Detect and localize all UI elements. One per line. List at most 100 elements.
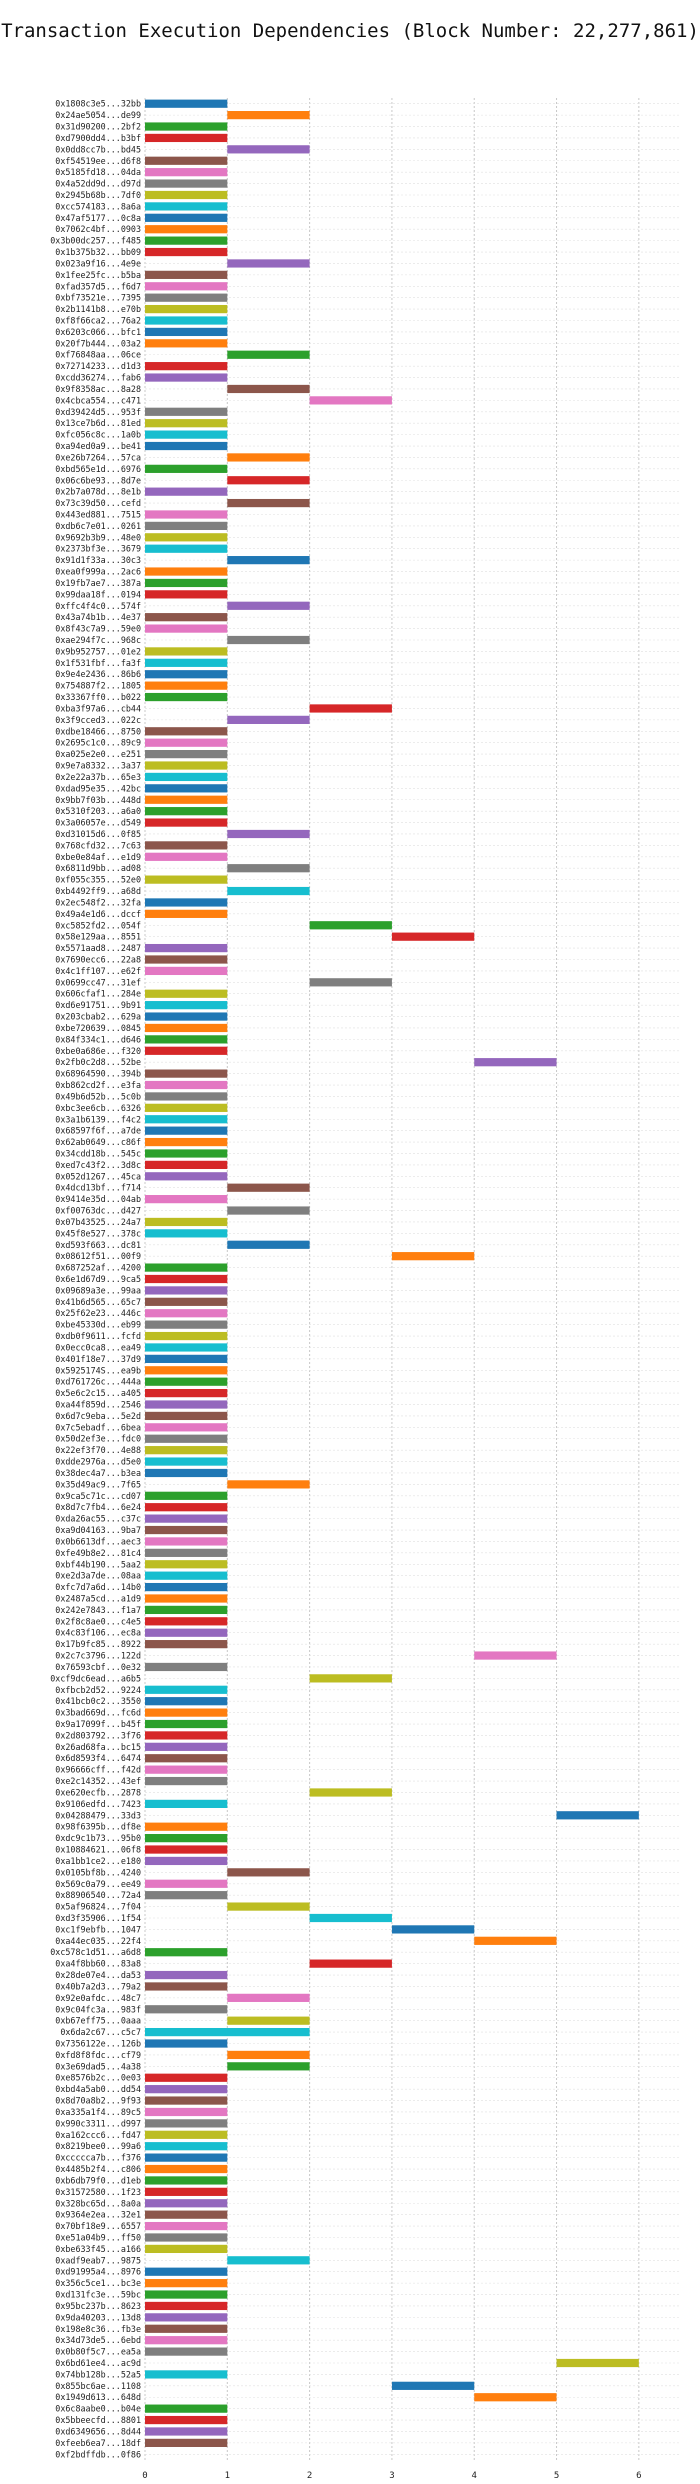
transaction-label: 0x2b1141b8...e70b xyxy=(55,304,141,314)
transaction-bar xyxy=(145,1434,228,1443)
transaction-bar xyxy=(145,1149,228,1158)
transaction-bar xyxy=(145,1320,228,1329)
transaction-label: 0x1f531fbf...fa3f xyxy=(55,658,141,668)
transaction-label: 0x990c3311...d997 xyxy=(55,2118,141,2128)
transaction-bar xyxy=(145,2290,228,2299)
transaction-bar xyxy=(145,2244,228,2254)
transaction-label: 0x06c6be93...8d7e xyxy=(55,475,141,485)
transaction-bar xyxy=(145,1582,228,1592)
transaction-bar xyxy=(145,1137,228,1147)
transaction-bar xyxy=(145,624,228,633)
transaction-label: 0xa1bb1ce2...e180 xyxy=(55,1856,141,1866)
transaction-label: 0x2fb0c2d8...52be xyxy=(55,1057,141,1067)
transaction-bar xyxy=(391,932,475,941)
transaction-label: 0x4485b2f4...c806 xyxy=(55,2164,141,2174)
transaction-bar xyxy=(145,1845,228,1854)
transaction-label: 0xffc4f4c0...574f xyxy=(55,601,141,611)
transaction-label: 0x74bb128b...52a5 xyxy=(55,2369,141,2379)
transaction-bar xyxy=(145,1343,228,1352)
transaction-bar xyxy=(145,692,228,702)
transaction-bar xyxy=(145,1776,228,1786)
transaction-bar xyxy=(145,1617,228,1626)
transaction-bar xyxy=(227,886,310,896)
transaction-label: 0x22ef3f70...4e88 xyxy=(55,1445,141,1455)
transaction-label: 0x0105bf8b...4240 xyxy=(55,1867,141,1877)
transaction-bar xyxy=(145,2279,228,2288)
transaction-label: 0xf76848aa...06ce xyxy=(55,350,141,360)
transaction-bar xyxy=(227,635,310,645)
transaction-label: 0x34cdd18b...545c xyxy=(55,1148,141,1158)
transaction-bar xyxy=(145,658,228,667)
transaction-bar xyxy=(145,1366,228,1375)
transaction-label: 0xa335a1f4...89c5 xyxy=(55,2107,141,2117)
transaction-label: 0xbf73521e...7395 xyxy=(55,293,141,303)
transaction-bar xyxy=(227,1206,310,1215)
transaction-label: 0x2ec548f2...32fa xyxy=(55,897,141,907)
transaction-bar xyxy=(145,2221,228,2231)
transaction-bar xyxy=(145,795,228,804)
transaction-bar xyxy=(391,2381,475,2390)
transaction-bar xyxy=(145,1879,228,1888)
transaction-bar xyxy=(145,647,228,656)
transaction-bar xyxy=(145,2267,228,2276)
transaction-bar xyxy=(227,601,310,610)
transaction-label: 0x0b6613df...aec3 xyxy=(55,1536,141,1546)
transaction-label: 0xdb6c7e01...0261 xyxy=(55,521,141,531)
transaction-bar xyxy=(145,1605,228,1615)
transaction-label: 0xbe0e84af...e1d9 xyxy=(55,852,141,862)
transaction-bar xyxy=(227,1183,310,1192)
transaction-bar xyxy=(145,681,228,690)
transaction-label: 0x5af96824...7f04 xyxy=(55,1902,141,1912)
transaction-label: 0xed7c43f2...3d8c xyxy=(55,1160,141,1170)
transaction-bar xyxy=(309,1674,392,1683)
transaction-label: 0x7690ecc6...22a8 xyxy=(55,955,141,965)
transaction-bar xyxy=(145,1571,228,1580)
transaction-bar xyxy=(556,1811,639,1820)
transaction-label: 0xbe633f45...a166 xyxy=(55,2244,141,2254)
transaction-bar xyxy=(145,1628,228,1637)
transaction-label: 0x84f334c1...d646 xyxy=(55,1034,141,1044)
transaction-bar xyxy=(309,396,392,405)
transaction-bar xyxy=(145,2164,228,2174)
transaction-label: 0x68597f6f...a7de xyxy=(55,1126,141,1136)
transaction-label: 0x38dec4a7...b3ea xyxy=(55,1468,141,1478)
transaction-bar xyxy=(145,407,228,416)
x-tick-label: 1 xyxy=(225,2471,230,2481)
transaction-label: 0x9bb7f03b...448d xyxy=(55,795,141,805)
transaction-bar xyxy=(474,1651,557,1660)
transaction-bar xyxy=(227,1993,310,2002)
transaction-label: 0x5925174S...ea9b xyxy=(55,1365,141,1375)
transaction-label: 0xd6e91751...9b91 xyxy=(55,1000,141,1010)
transaction-label: 0x023a9f16...4e9e xyxy=(55,258,141,268)
transaction-bar xyxy=(145,2027,310,2037)
transaction-bar xyxy=(145,1069,228,1078)
transaction-label: 0x9ca5c71c...cd07 xyxy=(55,1491,141,1501)
transaction-bar xyxy=(309,704,392,713)
transaction-label: 0xd131fc3e...59bc xyxy=(55,2290,141,2300)
transaction-bar xyxy=(227,1240,310,1249)
transaction-label: 0x4c1ff107...e62f xyxy=(55,966,141,976)
transaction-bar xyxy=(227,259,310,268)
transaction-label: 0x43a74b1b...4e37 xyxy=(55,612,141,622)
transaction-label: 0x49b6d52b...5c0b xyxy=(55,1091,141,1101)
transaction-bar xyxy=(145,1023,228,1033)
transaction-bar xyxy=(227,1902,310,1911)
transaction-bar xyxy=(145,1514,228,1523)
transaction-bar xyxy=(145,419,228,428)
transaction-bar xyxy=(145,738,228,747)
transaction-bar xyxy=(145,2107,228,2117)
transaction-bar xyxy=(227,453,310,462)
transaction-bar xyxy=(145,1548,228,1557)
transaction-label: 0x10884621...06f8 xyxy=(55,1845,141,1855)
transaction-label: 0x8f43c7a9...59e0 xyxy=(55,624,141,634)
transaction-bar xyxy=(145,578,228,588)
transaction-bar xyxy=(145,441,228,451)
transaction-label: 0x58e129aa...8551 xyxy=(55,932,141,942)
transaction-label: 0x96666cff...f42d xyxy=(55,1765,141,1775)
transaction-label: 0x754887f2...1805 xyxy=(55,681,141,691)
transaction-label: 0xb67eff75...0aaa xyxy=(55,2016,141,2026)
transaction-label: 0x328bc65d...8a0a xyxy=(55,2198,141,2208)
transaction-bar xyxy=(145,1446,228,1455)
transaction-label: 0xa94ed0a9...be41 xyxy=(55,441,141,451)
transaction-bar xyxy=(391,1925,475,1934)
